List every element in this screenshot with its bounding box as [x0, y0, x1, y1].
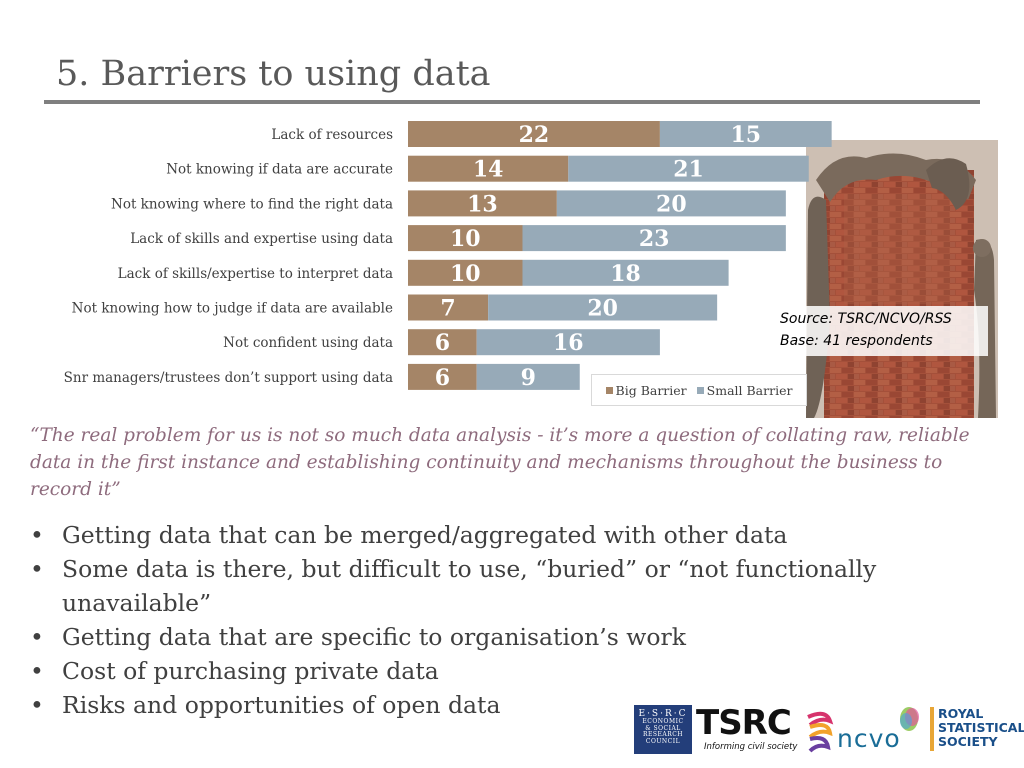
bar-small-barrier: [476, 329, 660, 356]
category-label: Not knowing if data are accurate: [166, 162, 393, 178]
legend-label-small-barrier: Small Barrier: [706, 382, 793, 398]
bar-small-barrier: [522, 225, 786, 252]
bar-value-label: 6: [435, 330, 450, 356]
bullet-marker: •: [30, 623, 44, 651]
legend-item-big-barrier: Big Barrier: [605, 382, 687, 398]
bar-value-label: 20: [587, 296, 618, 322]
bar-big-barrier: [408, 190, 557, 217]
source-line: Source: TSRC/NCVO/RSS: [780, 311, 952, 327]
bar-value-label: 6: [435, 365, 450, 391]
bullet-list: • Getting data that can be merged/aggrega…: [30, 518, 970, 722]
bar-value-label: 22: [519, 122, 550, 148]
bar-big-barrier: [408, 329, 477, 356]
tsrc-logo: TSRC: [696, 703, 792, 743]
rss-logo: ROYAL STATISTICAL SOCIETY: [938, 706, 1024, 749]
legend-item-small-barrier: Small Barrier: [696, 382, 793, 398]
title-divider: [44, 100, 980, 104]
esrc-logo: E·S·R·C ECONOMIC & SOCIAL RESEARCH COUNC…: [634, 705, 692, 754]
category-label: Not knowing how to judge if data are ava…: [72, 301, 393, 317]
category-label: Not confident using data: [223, 335, 393, 351]
bullet-text: Risks and opportunities of open data: [62, 691, 501, 719]
legend-swatch-small-barrier: [696, 386, 704, 394]
bullet-text: Cost of purchasing private data: [62, 657, 439, 685]
bullet-item: • Some data is there, but difficult to us…: [30, 552, 970, 620]
bar-big-barrier: [408, 259, 523, 286]
bar-small-barrier: [488, 294, 718, 321]
bars: [408, 121, 832, 390]
sculpture-photo: [806, 140, 998, 418]
bar-small-barrier: [568, 155, 809, 182]
bar-value-label: 23: [639, 226, 670, 252]
data-labels: 22 15 14 21 13 20 10 23 10 18 7 20 6 16 6 9: [435, 122, 761, 391]
bullet-text: Getting data that are specific to organi…: [62, 623, 687, 651]
category-label: Snr managers/trustees don’t support usin…: [64, 370, 393, 386]
bar-big-barrier: [408, 225, 523, 252]
bullet-marker: •: [30, 555, 44, 583]
bar-value-label: 21: [673, 157, 704, 183]
source-note: Source: TSRC/NCVO/RSS Base: 41 responden…: [776, 306, 988, 356]
legend-swatch-big-barrier: [605, 386, 613, 394]
bullet-item: • Getting data that are specific to organ…: [30, 620, 970, 654]
category-label: Lack of skills/expertise to interpret da…: [118, 266, 393, 282]
category-label: Not knowing where to find the right data: [111, 196, 393, 212]
bar-small-barrier: [556, 190, 786, 217]
category-labels: Lack of resources Not knowing if data are…: [64, 127, 393, 386]
respondent-quote: “The real problem for us is not so much …: [30, 425, 970, 500]
bar-small-barrier: [476, 363, 580, 390]
base-line: Base: 41 respondents: [780, 333, 933, 349]
bar-value-label: 14: [473, 157, 504, 183]
bar-big-barrier: [408, 155, 569, 182]
bar-value-label: 9: [521, 365, 536, 391]
bar-value-label: 20: [656, 191, 687, 217]
bar-value-label: 18: [610, 261, 641, 287]
tsrc-swirl-icon: [807, 711, 834, 753]
bullet-marker: •: [30, 521, 44, 549]
bar-value-label: 7: [440, 296, 455, 322]
tsrc-tagline: Informing civil society: [704, 742, 798, 752]
legend-label-big-barrier: Big Barrier: [615, 382, 687, 398]
bullet-item: • Risks and opportunities of open data: [30, 688, 970, 722]
bar-value-label: 15: [730, 122, 761, 148]
bar-value-label: 13: [467, 191, 498, 217]
bar-big-barrier: [408, 121, 660, 147]
bullet-item: • Getting data that can be merged/aggrega…: [30, 518, 970, 552]
bullet-marker: •: [30, 657, 44, 685]
bar-value-label: 16: [553, 330, 584, 356]
ncvo-logo: ncvo: [837, 724, 901, 753]
category-label: Lack of resources: [271, 127, 393, 143]
page-title: 5. Barriers to using data: [56, 54, 491, 94]
bar-big-barrier: [408, 294, 489, 321]
bar-small-barrier: [522, 259, 729, 286]
bar-small-barrier: [659, 121, 832, 147]
bar-value-label: 10: [450, 261, 481, 287]
stacked-bar-chart: Lack of resources Not knowing if data are…: [64, 121, 832, 391]
partner-logos: E·S·R·C ECONOMIC & SOCIAL RESEARCH COUNC…: [634, 703, 1024, 757]
chart-legend: Big Barrier Small Barrier: [591, 374, 807, 406]
bullet-text: Getting data that can be merged/aggregat…: [62, 521, 788, 549]
bullet-item: • Cost of purchasing private data: [30, 654, 970, 688]
ncvo-leaf-icon: [900, 707, 919, 731]
bullet-marker: •: [30, 691, 44, 719]
category-label: Lack of skills and expertise using data: [130, 231, 393, 247]
rss-logo-bar: [930, 707, 934, 751]
bullet-text: Some data is there, but difficult to use…: [62, 555, 877, 617]
bar-value-label: 10: [450, 226, 481, 252]
bar-big-barrier: [408, 363, 477, 390]
